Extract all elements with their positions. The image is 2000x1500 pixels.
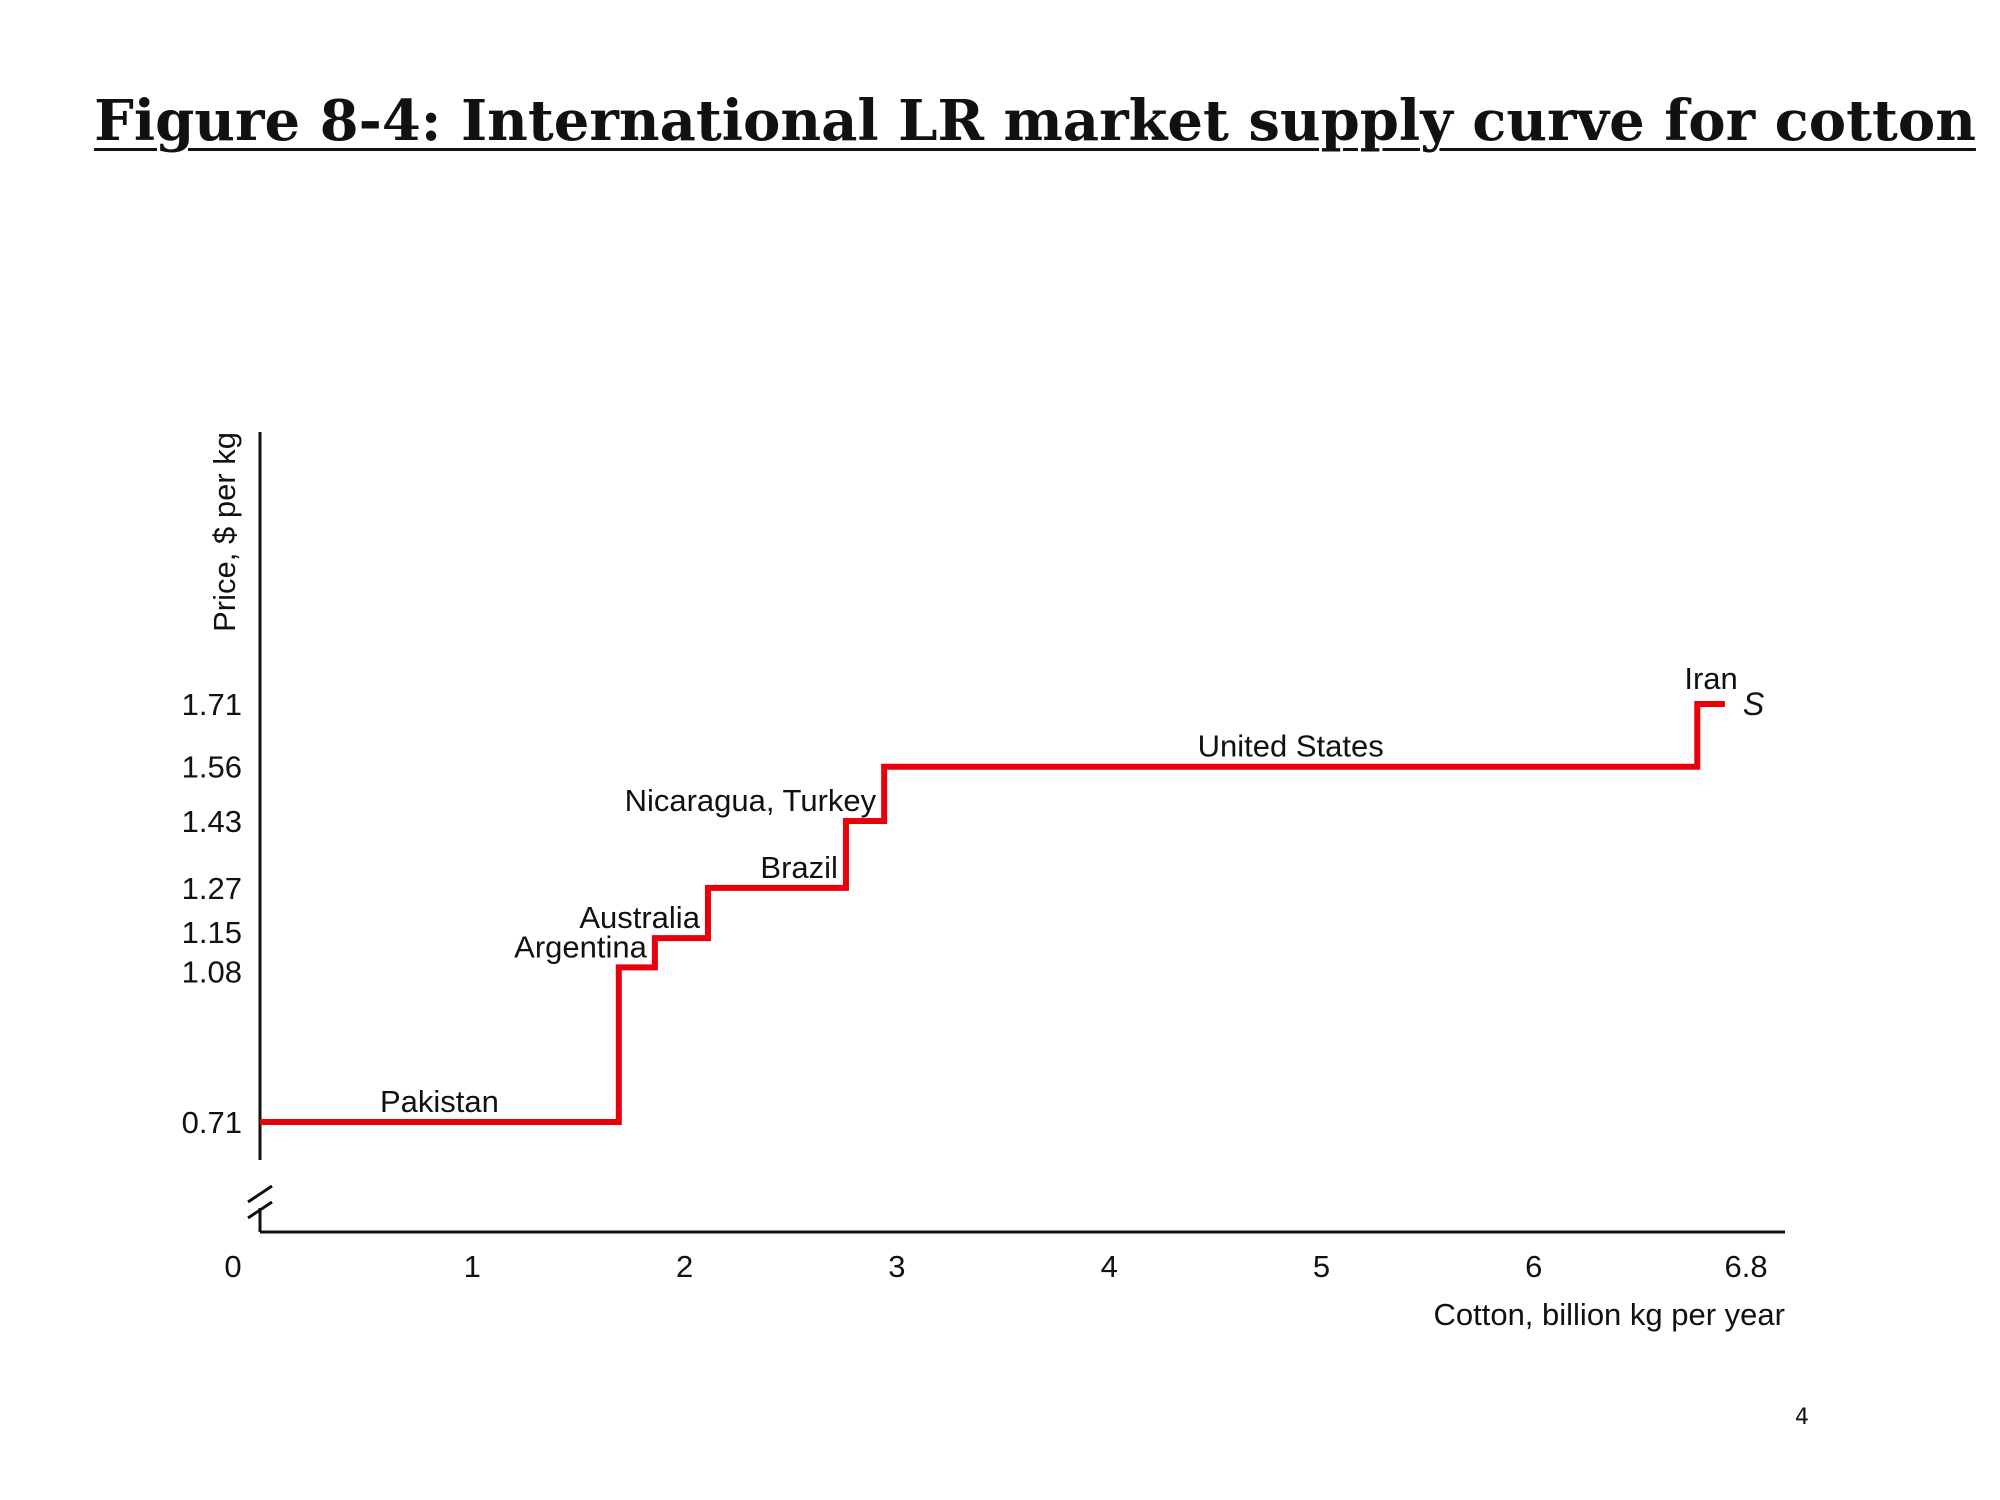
chart-title: Figure 8-4: International LR market supp… bbox=[94, 88, 1976, 154]
country-label-4: Nicaragua, Turkey bbox=[625, 783, 877, 818]
x-tick-label-1: 1 bbox=[464, 1249, 481, 1284]
x-tick-label-3: 3 bbox=[888, 1249, 905, 1284]
x-tick-label-6: 6 bbox=[1525, 1249, 1542, 1284]
y-tick-label-2: 1.15 bbox=[182, 915, 242, 950]
y-tick-labels: 0.71 1.08 1.15 1.27 1.43 1.56 1.71 bbox=[182, 687, 242, 1140]
x-tick-label-2: 2 bbox=[676, 1249, 693, 1284]
country-label-3: Brazil bbox=[760, 850, 838, 885]
y-tick-label-6: 1.71 bbox=[182, 687, 242, 722]
x-axis-label: Cotton, billion kg per year bbox=[1433, 1297, 1785, 1332]
y-axis-label: Price, $ per kg bbox=[207, 432, 242, 632]
axis-break-mark-2 bbox=[247, 1200, 273, 1220]
country-label-0: Pakistan bbox=[380, 1084, 499, 1119]
country-label-2: Australia bbox=[579, 900, 700, 935]
supply-curve-line bbox=[260, 701, 1725, 1125]
x-tick-label-4: 4 bbox=[1101, 1249, 1118, 1284]
country-label-1: Argentina bbox=[514, 929, 647, 964]
x-tick-label-5: 5 bbox=[1313, 1249, 1330, 1284]
page-number: 4 bbox=[1795, 1405, 1809, 1430]
x-tick-label-0: 0 bbox=[224, 1249, 241, 1284]
y-tick-label-4: 1.43 bbox=[182, 804, 242, 839]
x-tick-labels: 0 1 2 3 4 5 6 6.8 bbox=[224, 1249, 1767, 1284]
country-label-5: United States bbox=[1198, 729, 1384, 764]
y-tick-label-1: 1.08 bbox=[182, 954, 242, 989]
y-tick-label-3: 1.27 bbox=[182, 871, 242, 906]
supply-curve-label: S bbox=[1743, 686, 1764, 722]
y-tick-label-0: 0.71 bbox=[182, 1105, 242, 1140]
axes bbox=[247, 432, 1785, 1234]
x-tick-label-7: 6.8 bbox=[1725, 1249, 1768, 1284]
country-label-6: Iran bbox=[1684, 661, 1737, 696]
axis-break-mark-1 bbox=[247, 1184, 273, 1204]
y-tick-label-5: 1.56 bbox=[182, 750, 242, 785]
